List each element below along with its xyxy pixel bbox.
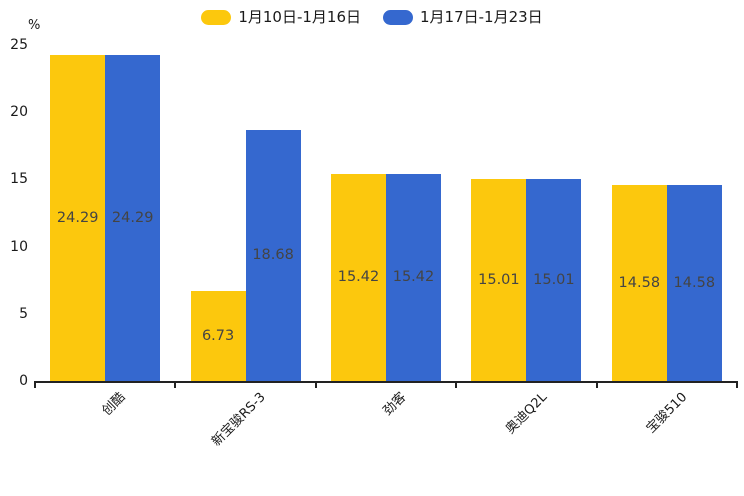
bar-新宝骏RS-3-series-1: 6.73 <box>190 290 246 381</box>
x-axis-tick <box>314 381 317 388</box>
bar-value-label: 14.58 <box>673 275 716 292</box>
x-tick-label: 宝骏510 <box>643 389 691 437</box>
bar-奥迪Q2L-series-2: 15.01 <box>526 179 582 381</box>
y-tick-label: 20 <box>10 104 28 121</box>
bar-创酷-series-1: 24.29 <box>50 54 106 381</box>
bar-value-label: 15.42 <box>337 269 380 286</box>
bar-新宝骏RS-3-series-2: 18.68 <box>245 129 301 381</box>
bar-创酷-series-2: 24.29 <box>105 54 161 381</box>
legend: 1月10日-1月16日 1月17日-1月23日 <box>0 8 744 26</box>
bar-value-label: 15.01 <box>478 272 520 289</box>
bar-劲客-series-2: 15.42 <box>386 173 441 381</box>
bar-劲客-series-1: 15.42 <box>331 173 386 381</box>
bar-value-label: 15.42 <box>392 269 435 286</box>
legend-label: 1月17日-1月23日 <box>420 8 543 26</box>
y-axis-unit-label: % <box>28 18 41 33</box>
legend-item-series-1[interactable]: 1月10日-1月16日 <box>201 8 361 26</box>
x-axis-tick <box>174 381 177 388</box>
x-tick-label: 创酷 <box>99 389 129 419</box>
bar-value-label: 24.29 <box>111 209 154 226</box>
y-tick-label: 10 <box>10 238 28 255</box>
y-tick-label: 15 <box>10 171 28 188</box>
x-tick-label: 奥迪Q2L <box>502 389 550 438</box>
x-axis-tick <box>455 381 458 388</box>
bar-奥迪Q2L-series-1: 15.01 <box>471 179 527 381</box>
y-tick-label: 0 <box>19 373 28 389</box>
x-axis-tick <box>34 381 36 388</box>
x-tick-label: 劲客 <box>380 389 410 419</box>
bar-value-label: 24.29 <box>56 209 99 226</box>
y-tick-label: 25 <box>10 37 28 53</box>
x-axis-tick <box>595 381 598 388</box>
legend-swatch <box>201 9 232 25</box>
legend-swatch <box>383 9 413 25</box>
bar-宝骏510-series-2: 14.58 <box>666 185 722 381</box>
legend-label: 1月10日-1月16日 <box>238 8 361 26</box>
legend-item-series-2[interactable]: 1月17日-1月23日 <box>383 8 543 26</box>
x-axis-line <box>35 381 737 383</box>
bar-value-label: 18.68 <box>252 247 294 264</box>
bar-value-label: 15.01 <box>533 272 575 289</box>
y-tick-label: 5 <box>19 305 28 322</box>
x-axis-tick <box>736 381 738 388</box>
bar-value-label: 14.58 <box>618 275 661 292</box>
bar-宝骏510-series-1: 14.58 <box>611 185 667 381</box>
bar-value-label: 6.73 <box>201 327 235 344</box>
x-tick-label: 新宝骏RS-3 <box>209 389 270 450</box>
